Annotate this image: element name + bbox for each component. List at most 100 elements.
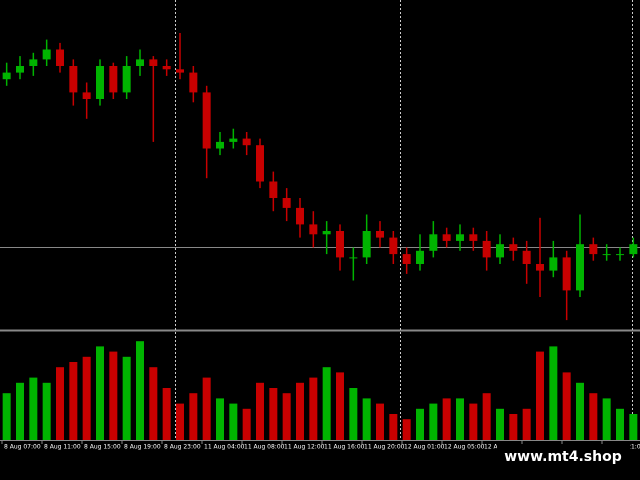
candle-body [189, 72, 198, 93]
candle-body [42, 49, 51, 60]
volume-bar [216, 398, 224, 440]
volume-bar [69, 362, 78, 440]
x-tick-label: 11 Aug 20:00 [364, 444, 405, 451]
x-tick-label: 11 Aug 08:00 [244, 444, 285, 451]
candle-body [389, 237, 398, 255]
volume-bar [349, 388, 358, 440]
candle-body [589, 244, 598, 255]
candle-body [176, 69, 184, 73]
day-separators [175, 0, 633, 440]
volume-bar [136, 341, 144, 440]
candle-body [602, 254, 611, 256]
plot: 8 Aug 07:00 8 Aug 11:00 8 Aug 15:00 8 Aug 1… [0, 33, 640, 451]
volume-bar [29, 377, 38, 440]
volume-bar [109, 351, 118, 440]
volume-bar [589, 393, 598, 440]
volume-bar [189, 393, 198, 440]
volume-bar [296, 382, 304, 440]
candle-body [296, 207, 304, 225]
volume-bar [442, 398, 451, 440]
candle-body [576, 244, 584, 291]
candle-body [136, 59, 144, 66]
volume-bar [56, 367, 64, 440]
volume-bar [522, 408, 531, 440]
volume-bar [202, 377, 211, 440]
volume-bar [362, 398, 371, 440]
x-tick-label: 8 Aug 19:00 [124, 444, 161, 451]
x-tick-label: 11 Aug 12:00 [284, 444, 325, 451]
volume-bar [416, 408, 424, 440]
volume-bar [16, 382, 24, 440]
volume-bar [96, 346, 104, 440]
candle-body [376, 231, 384, 238]
candle-body [242, 138, 251, 146]
x-tick-label: 8 Aug 23:00 [164, 444, 201, 451]
candle-body [536, 264, 544, 271]
volume-bar [2, 393, 11, 440]
candle-body [522, 250, 531, 264]
volume-bar [269, 388, 278, 440]
candle-body [269, 181, 278, 198]
candle-body [482, 240, 491, 258]
candle-body [309, 224, 318, 235]
volume-bar [536, 351, 544, 440]
candle-body [496, 244, 504, 258]
volume-bar [256, 382, 264, 440]
candle-body [469, 234, 478, 241]
x-tick-label: 12 Aug 05:00 [444, 444, 485, 451]
volume-bar [122, 356, 131, 440]
volume-bar [42, 382, 51, 440]
candle-body [509, 244, 518, 251]
volume-bar [149, 367, 158, 440]
volume-bar [176, 403, 184, 440]
volume-bar [469, 403, 478, 440]
volume-bar [629, 414, 638, 440]
volume-bar [376, 403, 384, 440]
volume-bar [82, 356, 91, 440]
volume-bar [616, 408, 624, 440]
volume-bar [336, 372, 344, 440]
candle-body [96, 66, 104, 99]
candle-body [416, 250, 424, 264]
volume-bar [282, 393, 291, 440]
volume-bar [562, 372, 571, 440]
candle-body [256, 145, 264, 182]
watermark-box [497, 444, 630, 468]
volume-bar [456, 398, 464, 440]
volume-bar [242, 408, 251, 440]
candle-body [629, 244, 638, 255]
candle-body [229, 138, 238, 142]
candle-body [149, 59, 158, 66]
volume-bar [229, 403, 238, 440]
volume-bar [429, 403, 438, 440]
candle-body [336, 231, 344, 258]
volume-bar [509, 414, 518, 440]
candle-body [29, 59, 38, 66]
candle-body [122, 66, 131, 93]
candle-body [456, 234, 464, 241]
x-tick-label: 12 Aug 01:00 [404, 444, 445, 451]
volume-bar [309, 377, 318, 440]
x-tick-label: 11 Aug 16:00 [324, 444, 365, 451]
candle-body [16, 66, 24, 73]
volume-bar [576, 382, 584, 440]
candle-body [322, 231, 331, 235]
x-tick-label: 11 Aug 04:00 [204, 444, 245, 451]
volume-bar [482, 393, 491, 440]
candle-body [349, 257, 358, 259]
candle-body [442, 234, 451, 241]
volume-bar [496, 408, 504, 440]
x-tick-label: 8 Aug 11:00 [44, 444, 81, 451]
volume-bar [162, 388, 171, 440]
candle-body [562, 257, 571, 291]
candle-body [56, 49, 64, 66]
candle-body [362, 231, 371, 258]
volume-bar [389, 414, 398, 440]
volume-bar [549, 346, 558, 440]
volume-bar [602, 398, 611, 440]
candle-body [549, 257, 558, 271]
candle-body [202, 92, 211, 149]
watermark: www.mt4.shop [504, 449, 622, 465]
